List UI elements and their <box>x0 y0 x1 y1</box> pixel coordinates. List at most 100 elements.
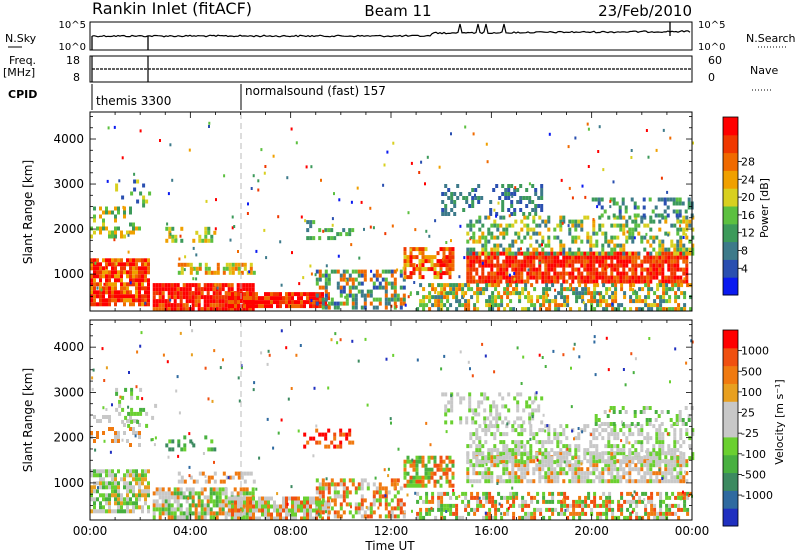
heatmap-cell <box>553 432 557 437</box>
heatmap-cell <box>515 495 519 500</box>
heatmap-cell <box>489 408 493 413</box>
heatmap-cell <box>180 479 184 484</box>
heatmap-cell <box>108 505 111 510</box>
heatmap-cell <box>200 503 204 508</box>
heatmap-cell <box>387 301 391 306</box>
heatmap-cell <box>562 428 566 433</box>
heatmap-cell <box>553 235 557 240</box>
heatmap-cell <box>594 197 598 202</box>
heatmap-cell <box>455 287 459 292</box>
heatmap-cell <box>502 432 506 437</box>
heatmap-cell <box>449 507 453 512</box>
heatmap-cell <box>493 223 497 228</box>
heatmap-cell <box>114 431 117 435</box>
nsearch-tick-bottom: 10^0 <box>698 42 725 53</box>
heatmap-cell <box>520 432 524 437</box>
heatmap-cell <box>342 228 346 233</box>
heatmap-cell <box>638 295 642 300</box>
heatmap-cell <box>574 452 578 457</box>
heatmap-cell <box>559 223 563 228</box>
heatmap-cell <box>331 217 334 221</box>
heatmap-cell <box>521 503 525 508</box>
heatmap-cell <box>536 299 540 304</box>
heatmap-cell <box>303 512 306 517</box>
heatmap-cell <box>624 205 628 210</box>
heatmap-cell <box>459 192 463 196</box>
heatmap-cell <box>577 279 581 284</box>
heatmap-cell <box>598 227 602 232</box>
heatmap-cell <box>607 263 611 268</box>
heatmap-cell <box>587 299 591 304</box>
heatmap-cell <box>511 424 515 429</box>
heatmap-cell <box>521 307 525 312</box>
heatmap-cell <box>467 503 471 508</box>
heatmap-cell <box>649 463 653 468</box>
heatmap-cell <box>514 455 518 460</box>
heatmap-cell <box>418 475 422 480</box>
heatmap-cell <box>685 233 688 237</box>
heatmap-cell <box>263 171 266 175</box>
heatmap-cell <box>640 271 644 276</box>
heatmap-cell <box>228 504 231 509</box>
heatmap-cell <box>481 428 485 433</box>
heatmap-cell <box>677 307 681 312</box>
heatmap-cell <box>384 486 388 491</box>
heatmap-cell <box>469 263 473 268</box>
heatmap-cell <box>643 471 647 476</box>
heatmap-cell <box>291 496 294 501</box>
heatmap-cell <box>209 307 213 312</box>
heatmap-cell <box>634 259 638 264</box>
heatmap-cell <box>255 508 258 513</box>
heatmap-cell <box>516 200 520 204</box>
heatmap-cell <box>93 282 96 287</box>
heatmap-cell <box>505 279 509 284</box>
heatmap-cell <box>421 259 425 264</box>
heatmap-cell <box>500 299 504 304</box>
heatmap-cell <box>229 267 232 270</box>
heatmap-cell <box>621 406 625 410</box>
heatmap-cell <box>637 460 641 465</box>
heatmap-cell <box>533 515 537 520</box>
heatmap-cell <box>589 479 593 484</box>
heatmap-cell <box>655 455 659 460</box>
heatmap-cell <box>493 279 497 284</box>
heatmap-cell <box>171 447 175 452</box>
heatmap-cell <box>499 223 503 228</box>
heatmap-cell <box>517 259 521 264</box>
heatmap-cell <box>236 283 240 288</box>
heatmap-cell <box>524 511 528 516</box>
heatmap-cell <box>466 223 470 228</box>
heatmap-cell <box>489 208 493 212</box>
heatmap-cell <box>544 455 548 460</box>
heatmap-cell <box>142 407 146 412</box>
heatmap-cell <box>649 479 653 484</box>
heatmap-cell <box>115 187 119 192</box>
heatmap-cell <box>668 295 672 300</box>
heatmap-cell <box>466 271 470 276</box>
heatmap-cell <box>602 503 606 508</box>
heatmap-cell <box>228 300 231 305</box>
heatmap-cell <box>403 510 406 514</box>
heatmap-cell <box>518 291 522 296</box>
heatmap-cell <box>655 263 659 268</box>
heatmap-cell <box>393 305 397 310</box>
heatmap-cell <box>155 487 159 492</box>
heatmap-cell <box>445 467 449 472</box>
heatmap-cell <box>499 271 503 276</box>
heatmap-cell <box>622 263 626 268</box>
heatmap-cell <box>590 499 594 504</box>
heatmap-cell <box>476 283 480 288</box>
heatmap-cell <box>644 303 648 308</box>
heatmap-cell <box>198 471 202 476</box>
heatmap-cell <box>194 295 198 300</box>
heatmap-cell <box>252 508 255 513</box>
cpid-label: CPID <box>8 88 37 101</box>
heatmap-cell <box>183 435 187 440</box>
heatmap-cell <box>613 263 617 268</box>
heatmap-cell <box>105 282 108 287</box>
heatmap-cell <box>472 471 476 476</box>
heatmap-cell <box>93 290 96 295</box>
heatmap-cell <box>180 270 184 275</box>
heatmap-cell <box>652 247 656 252</box>
heatmap-cell <box>327 296 330 301</box>
